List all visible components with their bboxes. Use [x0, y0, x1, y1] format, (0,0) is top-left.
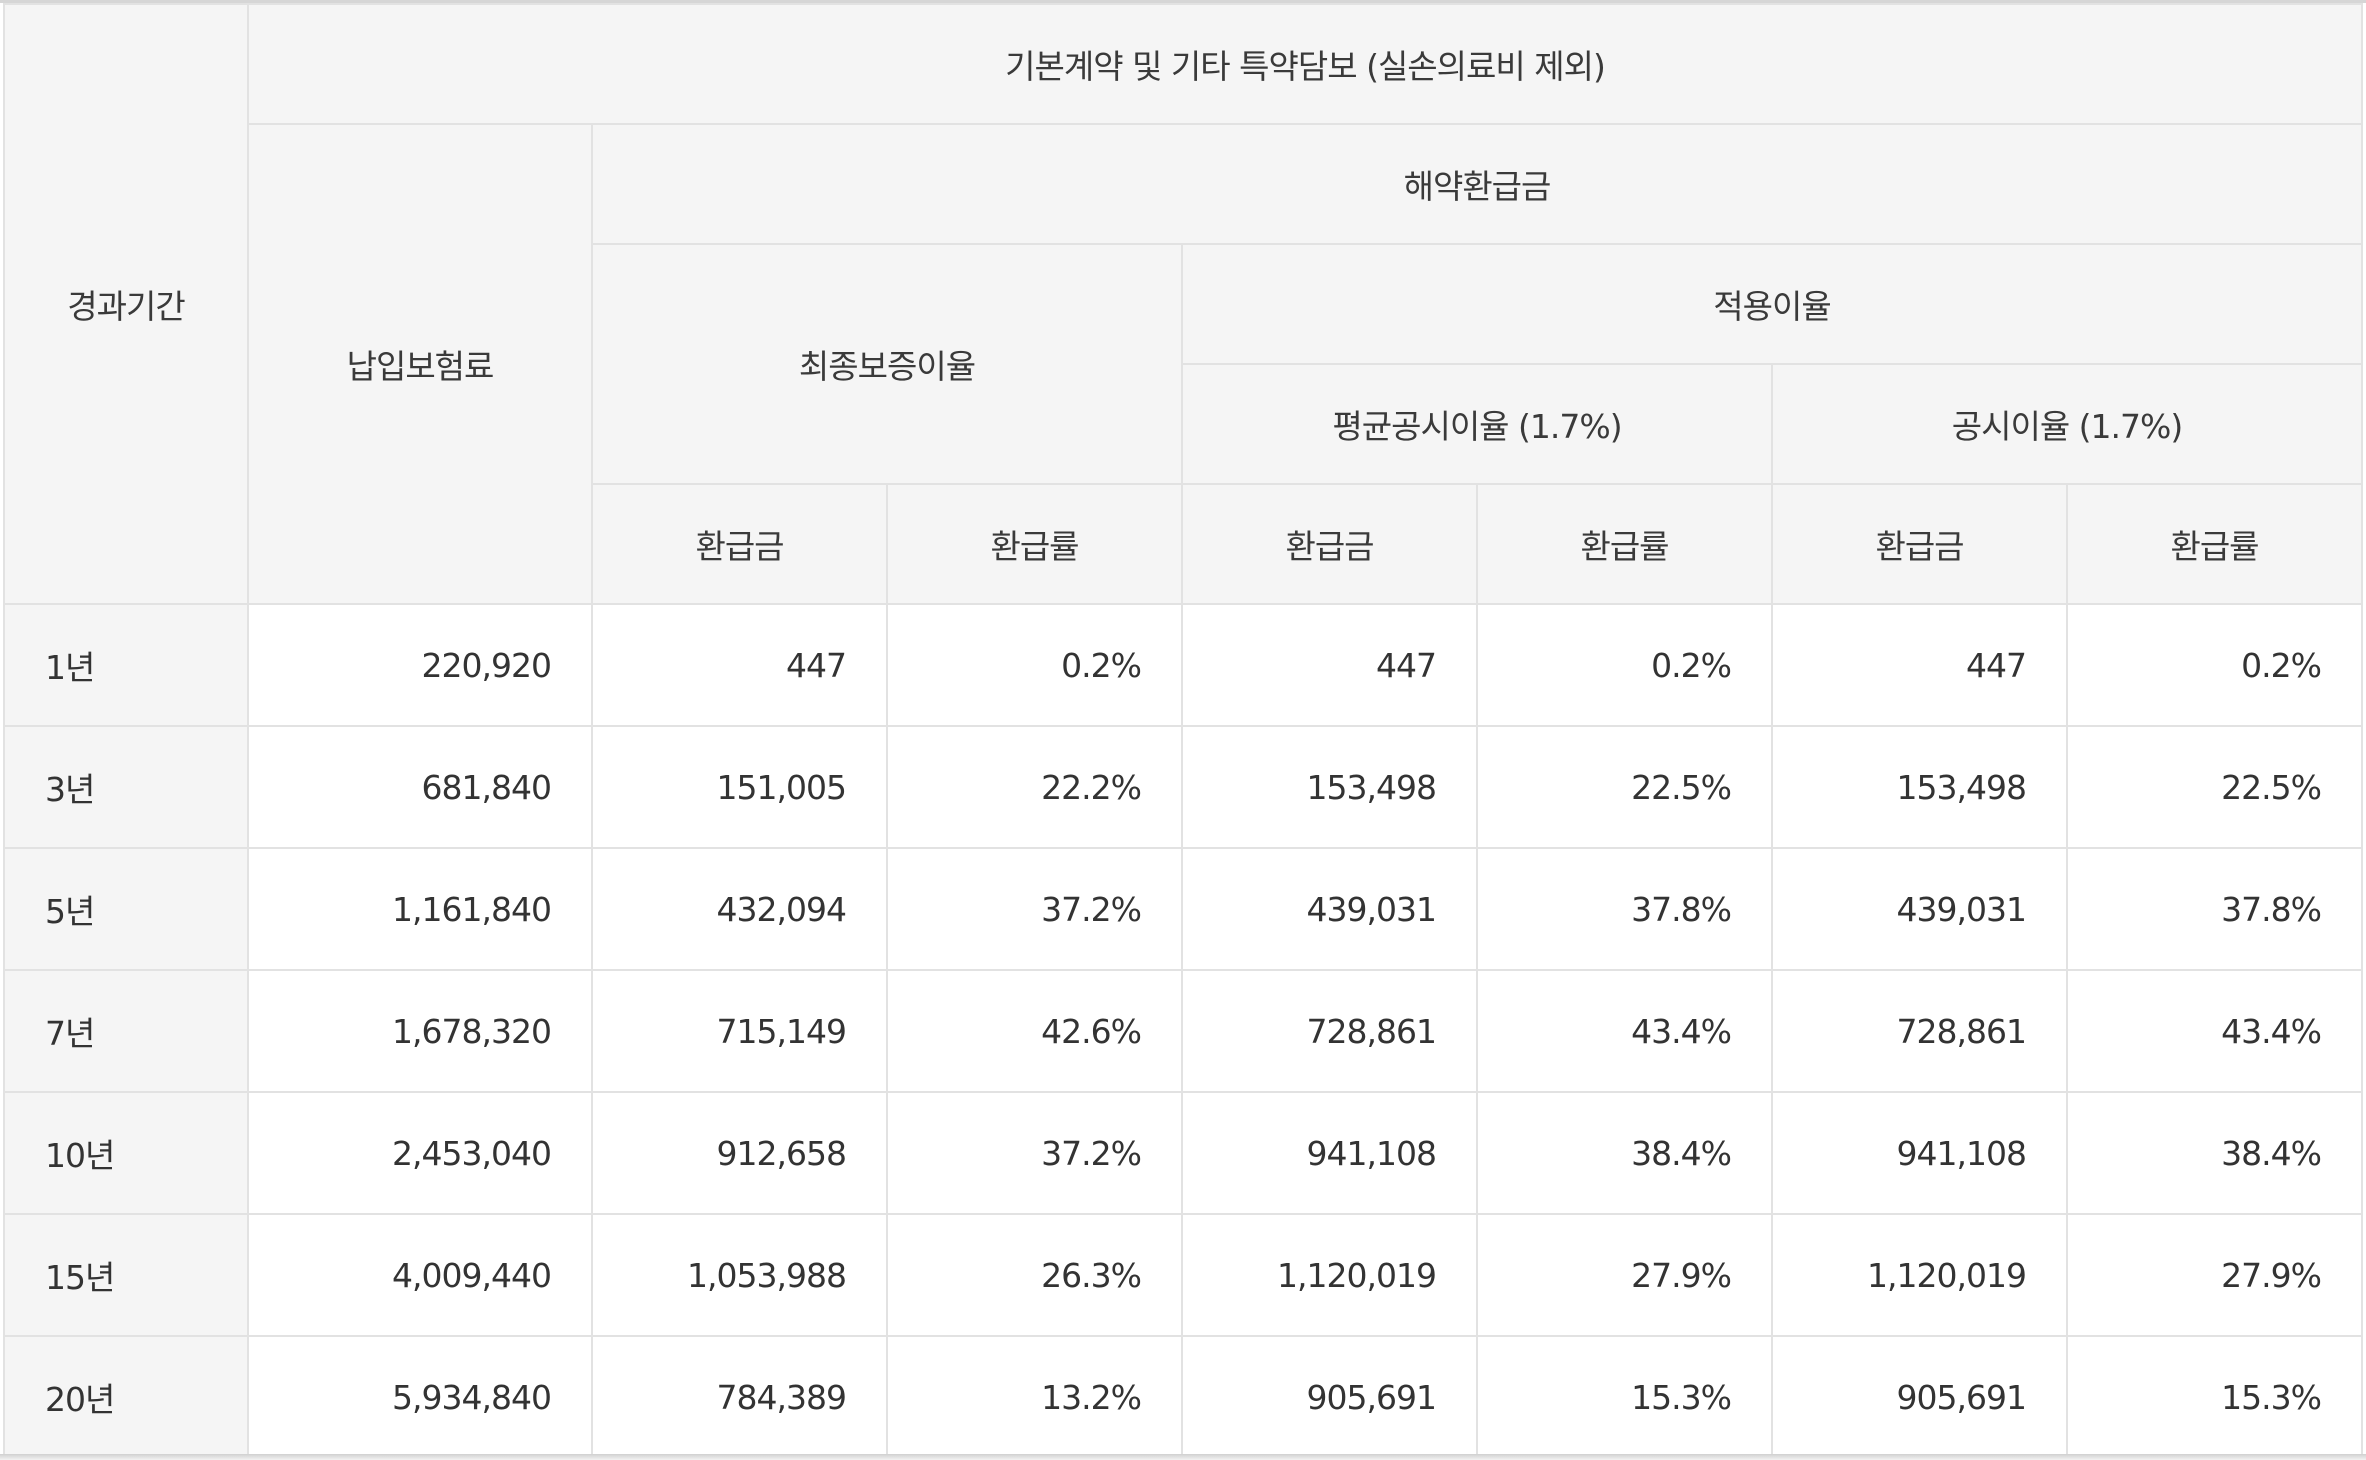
cell-min-rate: 0.2%	[886, 603, 1183, 727]
header-pub-refund-rate: 환급률	[2065, 483, 2364, 605]
cell-pub-amount: 153,498	[1771, 725, 2068, 849]
bottom-edge	[0, 1454, 2366, 1460]
cell-pub-amount: 728,861	[1771, 969, 2068, 1093]
table-row: 15년 4,009,440 1,053,988 26.3% 1,120,019 …	[3, 1213, 2364, 1337]
cell-period: 10년	[3, 1091, 249, 1215]
cell-pub-rate: 22.5%	[2065, 725, 2364, 849]
cell-avg-amount: 1,120,019	[1181, 1213, 1478, 1337]
cell-pub-amount: 1,120,019	[1771, 1213, 2068, 1337]
table-row: 7년 1,678,320 715,149 42.6% 728,861 43.4%…	[3, 969, 2364, 1093]
header-min-refund-rate: 환급률	[886, 483, 1183, 605]
header-avg-refund-amount: 환급금	[1181, 483, 1478, 605]
cell-avg-amount: 447	[1181, 603, 1478, 727]
header-main-group: 기본계약 및 기타 특약담보 (실손의료비 제외)	[246, 3, 2364, 125]
header-premium: 납입보험료	[247, 123, 593, 605]
cell-min-rate: 42.6%	[886, 969, 1183, 1093]
table-row: 1년 220,920 447 0.2% 447 0.2% 447 0.2%	[3, 603, 2364, 727]
table-body: 1년 220,920 447 0.2% 447 0.2% 447 0.2% 3년…	[3, 603, 2364, 1459]
header-period: 경과기간	[3, 3, 249, 605]
cell-avg-rate: 27.9%	[1476, 1213, 1773, 1337]
header-min-refund-amount: 환급금	[591, 483, 888, 605]
header-surrender-refund: 해약환급금	[590, 123, 2364, 245]
cell-pub-amount: 447	[1771, 603, 2068, 727]
header-avg-refund-rate: 환급률	[1476, 483, 1773, 605]
cell-premium: 2,453,040	[247, 1091, 593, 1215]
cell-period: 20년	[3, 1335, 249, 1459]
refund-table-container: 경과기간 기본계약 및 기타 특약담보 (실손의료비 제외) 납입보험료 해약환…	[3, 3, 2364, 1459]
header-min-guaranteed-rate: 최종보증이율	[591, 243, 1183, 485]
cell-avg-rate: 15.3%	[1476, 1335, 1773, 1459]
table-row: 3년 681,840 151,005 22.2% 153,498 22.5% 1…	[3, 725, 2364, 849]
cell-pub-rate: 15.3%	[2065, 1335, 2364, 1459]
cell-min-rate: 37.2%	[886, 847, 1183, 971]
cell-pub-rate: 38.4%	[2065, 1091, 2364, 1215]
header-public-rate: 공시이율 (1.7%)	[1770, 363, 2364, 485]
cell-avg-rate: 0.2%	[1476, 603, 1773, 727]
cell-avg-amount: 153,498	[1181, 725, 1478, 849]
cell-min-amount: 784,389	[591, 1335, 888, 1459]
cell-period: 5년	[3, 847, 249, 971]
table-row: 10년 2,453,040 912,658 37.2% 941,108 38.4…	[3, 1091, 2364, 1215]
cell-pub-rate: 0.2%	[2065, 603, 2364, 727]
cell-pub-amount: 905,691	[1771, 1335, 2068, 1459]
cell-pub-rate: 37.8%	[2065, 847, 2364, 971]
cell-period: 15년	[3, 1213, 249, 1337]
table-header: 경과기간 기본계약 및 기타 특약담보 (실손의료비 제외) 납입보험료 해약환…	[3, 3, 2364, 605]
table-row: 20년 5,934,840 784,389 13.2% 905,691 15.3…	[3, 1335, 2364, 1459]
cell-pub-rate: 27.9%	[2065, 1213, 2364, 1337]
header-pub-refund-amount: 환급금	[1771, 483, 2068, 605]
cell-min-rate: 22.2%	[886, 725, 1183, 849]
cell-period: 3년	[3, 725, 249, 849]
cell-avg-rate: 22.5%	[1476, 725, 1773, 849]
cell-min-amount: 715,149	[591, 969, 888, 1093]
cell-pub-amount: 941,108	[1771, 1091, 2068, 1215]
cell-avg-amount: 905,691	[1181, 1335, 1478, 1459]
cell-premium: 681,840	[247, 725, 593, 849]
cell-premium: 5,934,840	[247, 1335, 593, 1459]
surrender-refund-table: 경과기간 기본계약 및 기타 특약담보 (실손의료비 제외) 납입보험료 해약환…	[3, 3, 2364, 1459]
cell-pub-amount: 439,031	[1771, 847, 2068, 971]
cell-pub-rate: 43.4%	[2065, 969, 2364, 1093]
cell-period: 7년	[3, 969, 249, 1093]
cell-premium: 1,161,840	[247, 847, 593, 971]
cell-period: 1년	[3, 603, 249, 727]
cell-avg-amount: 439,031	[1181, 847, 1478, 971]
cell-min-amount: 151,005	[591, 725, 888, 849]
cell-min-rate: 26.3%	[886, 1213, 1183, 1337]
cell-avg-rate: 37.8%	[1476, 847, 1773, 971]
cell-avg-amount: 728,861	[1181, 969, 1478, 1093]
cell-min-rate: 13.2%	[886, 1335, 1183, 1459]
header-avg-public-rate: 평균공시이율 (1.7%)	[1181, 363, 1773, 485]
cell-min-amount: 447	[591, 603, 888, 727]
cell-premium: 1,678,320	[247, 969, 593, 1093]
top-border	[0, 0, 2366, 3]
cell-premium: 220,920	[247, 603, 593, 727]
cell-min-amount: 432,094	[591, 847, 888, 971]
header-applied-rate: 적용이율	[1180, 243, 2364, 365]
cell-min-rate: 37.2%	[886, 1091, 1183, 1215]
cell-premium: 4,009,440	[247, 1213, 593, 1337]
cell-min-amount: 912,658	[591, 1091, 888, 1215]
cell-min-amount: 1,053,988	[591, 1213, 888, 1337]
cell-avg-rate: 43.4%	[1476, 969, 1773, 1093]
table-row: 5년 1,161,840 432,094 37.2% 439,031 37.8%…	[3, 847, 2364, 971]
cell-avg-amount: 941,108	[1181, 1091, 1478, 1215]
cell-avg-rate: 38.4%	[1476, 1091, 1773, 1215]
